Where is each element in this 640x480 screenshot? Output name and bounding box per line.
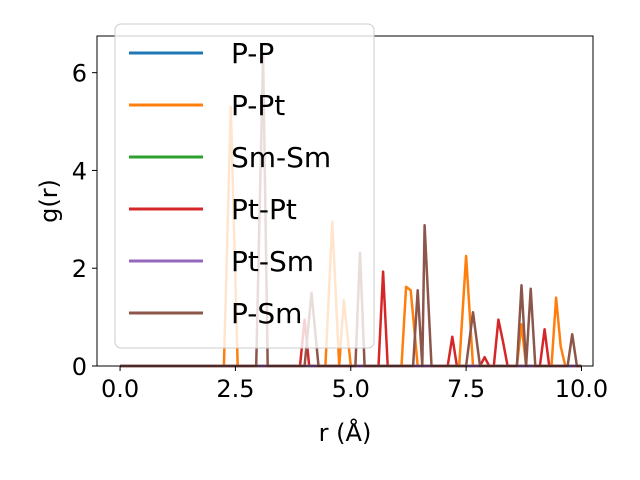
y-tick-label: 2 <box>72 255 87 283</box>
x-tick-label: 0.0 <box>101 375 139 403</box>
y-tick-label: 0 <box>72 353 87 381</box>
y-tick-label: 6 <box>72 60 87 88</box>
x-axis-label: r (Å) <box>319 418 372 447</box>
legend: P-P P-Pt Sm-Sm Pt-Pt Pt-Sm P-Sm <box>114 23 375 349</box>
legend-label-p-p: P-P <box>231 37 274 70</box>
legend-label-pt-sm: Pt-Sm <box>231 245 314 278</box>
y-tick-label: 4 <box>72 157 87 185</box>
x-axis-ticks: 0.0 2.5 5.0 7.5 10.0 <box>101 366 608 403</box>
x-tick-label: 2.5 <box>216 375 254 403</box>
x-tick-label: 10.0 <box>555 375 608 403</box>
legend-label-p-sm: P-Sm <box>231 297 302 330</box>
y-axis-ticks: 0 2 4 6 <box>72 60 97 381</box>
x-tick-label: 5.0 <box>332 375 370 403</box>
y-axis-label: g(r) <box>35 179 63 223</box>
legend-label-p-pt: P-Pt <box>231 89 285 122</box>
legend-label-sm-sm: Sm-Sm <box>231 141 331 174</box>
legend-label-pt-pt: Pt-Pt <box>231 193 297 226</box>
x-tick-label: 7.5 <box>447 375 485 403</box>
